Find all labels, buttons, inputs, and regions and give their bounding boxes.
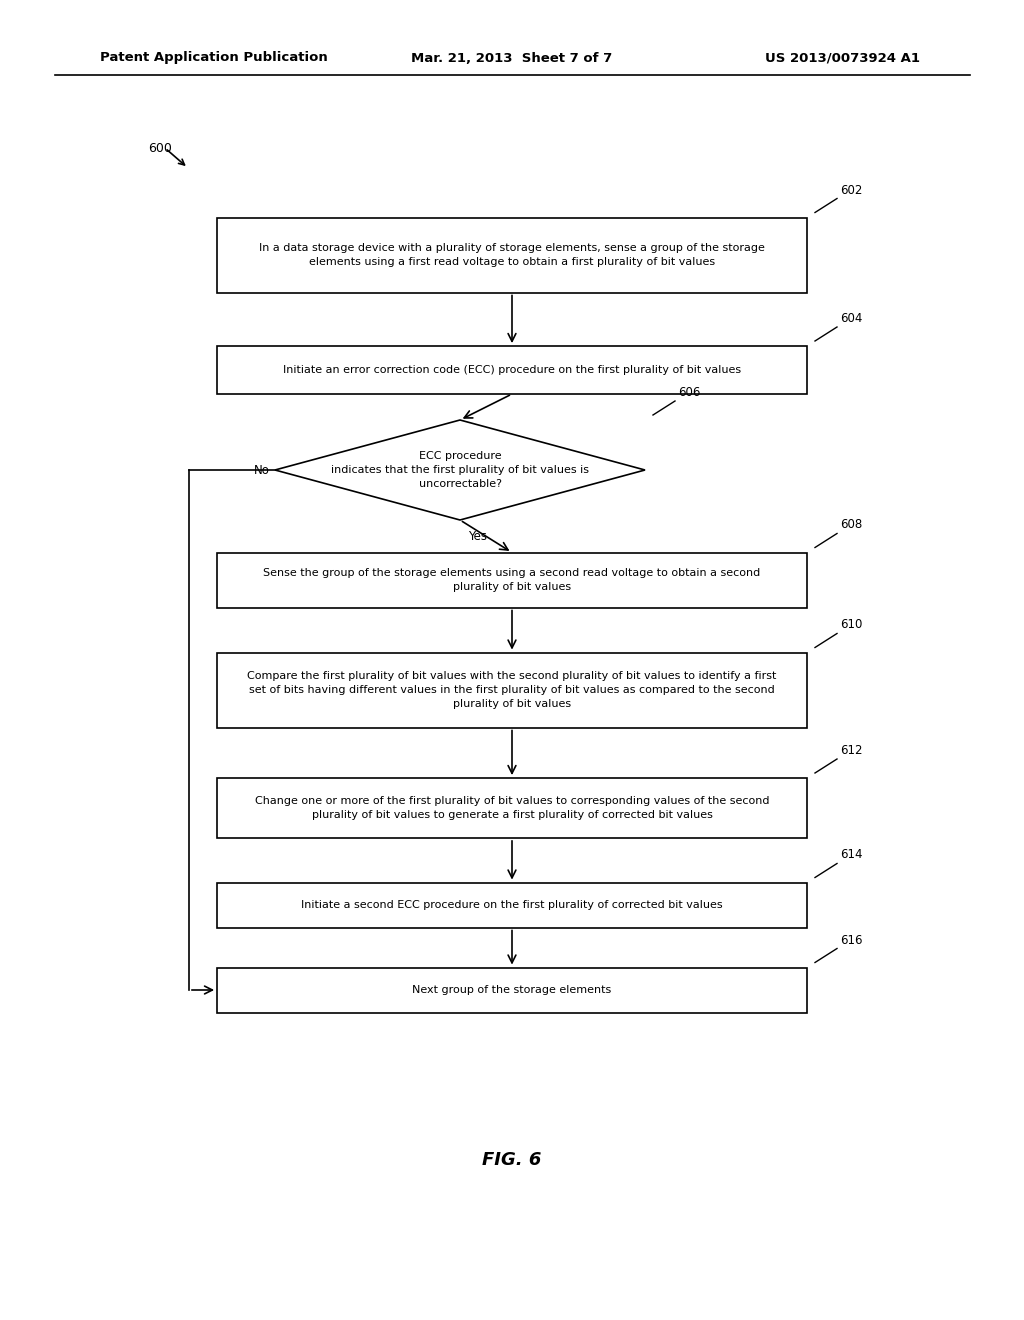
Text: 606: 606	[678, 385, 700, 399]
Bar	[217, 968, 807, 1012]
Text: Change one or more of the first plurality of bit values to corresponding values : Change one or more of the first pluralit…	[255, 796, 769, 820]
Text: In a data storage device with a plurality of storage elements, sense a group of : In a data storage device with a pluralit…	[259, 243, 765, 267]
Text: Compare the first plurality of bit values with the second plurality of bit value: Compare the first plurality of bit value…	[248, 671, 776, 709]
Text: No: No	[254, 463, 270, 477]
Text: Yes: Yes	[468, 531, 487, 543]
Text: 600: 600	[148, 141, 172, 154]
Text: FIG. 6: FIG. 6	[482, 1151, 542, 1170]
Text: 608: 608	[840, 519, 862, 532]
Text: 604: 604	[840, 312, 862, 325]
Polygon shape	[275, 420, 645, 520]
Bar	[217, 777, 807, 838]
Text: 612: 612	[840, 744, 862, 756]
Text: 602: 602	[840, 183, 862, 197]
Bar	[217, 346, 807, 393]
Text: Initiate an error correction code (ECC) procedure on the first plurality of bit : Initiate an error correction code (ECC) …	[283, 366, 741, 375]
Text: Sense the group of the storage elements using a second read voltage to obtain a : Sense the group of the storage elements …	[263, 568, 761, 591]
Text: US 2013/0073924 A1: US 2013/0073924 A1	[765, 51, 920, 65]
Text: 610: 610	[840, 619, 862, 631]
Text: Patent Application Publication: Patent Application Publication	[100, 51, 328, 65]
Text: Initiate a second ECC procedure on the first plurality of corrected bit values: Initiate a second ECC procedure on the f…	[301, 900, 723, 909]
Text: Mar. 21, 2013  Sheet 7 of 7: Mar. 21, 2013 Sheet 7 of 7	[412, 51, 612, 65]
Bar	[217, 553, 807, 607]
Bar	[217, 218, 807, 293]
Text: 616: 616	[840, 933, 862, 946]
Text: ECC procedure
indicates that the first plurality of bit values is
uncorrectable?: ECC procedure indicates that the first p…	[331, 451, 589, 488]
Bar	[217, 652, 807, 727]
Bar	[217, 883, 807, 928]
Text: 614: 614	[840, 849, 862, 862]
Text: Next group of the storage elements: Next group of the storage elements	[413, 985, 611, 995]
